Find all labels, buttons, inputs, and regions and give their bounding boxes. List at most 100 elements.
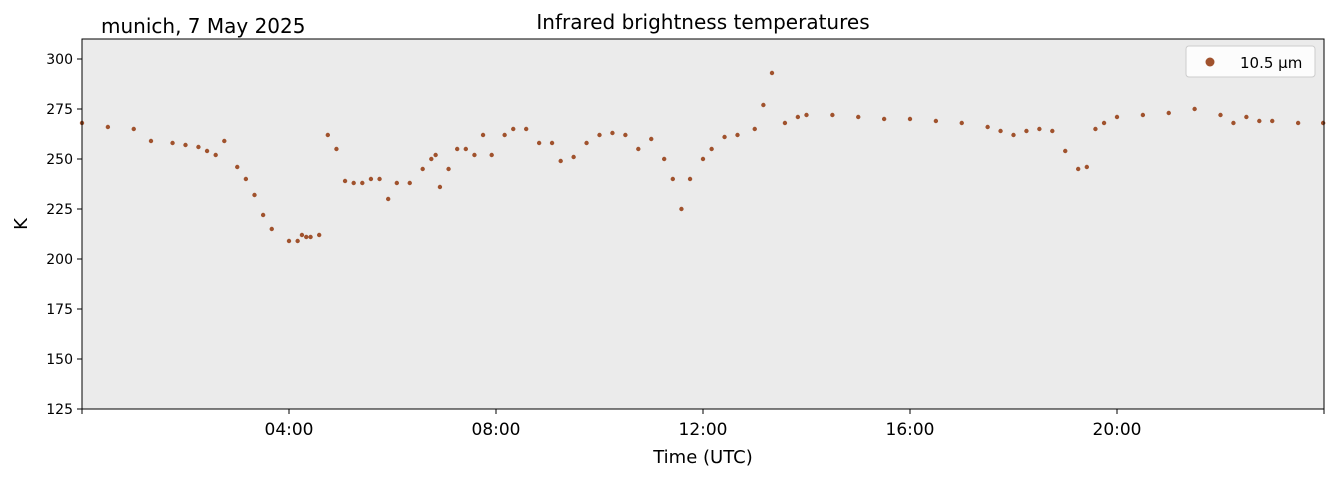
data-point <box>304 234 309 240</box>
data-point <box>463 146 469 152</box>
data-point <box>1093 126 1098 132</box>
data-point <box>752 126 757 132</box>
x-tick-label: 08:00 <box>472 420 521 440</box>
data-point <box>1166 110 1171 116</box>
data-point <box>687 176 693 182</box>
legend-label: 10.5 µm <box>1240 54 1302 72</box>
data-point <box>342 178 348 184</box>
data-point <box>1244 114 1249 120</box>
data-point <box>735 132 740 138</box>
data-point <box>907 116 913 122</box>
data-point <box>1295 120 1301 126</box>
data-point <box>571 154 576 160</box>
y-axis: 125 150 175 200 225 250 275 300 <box>46 52 82 418</box>
y-tick-label: 150 <box>46 352 73 368</box>
data-point <box>360 180 365 186</box>
data-point <box>649 136 654 142</box>
data-point <box>148 138 154 144</box>
data-point <box>377 176 382 182</box>
data-point <box>325 132 331 138</box>
data-point <box>549 140 555 146</box>
data-point <box>213 152 218 158</box>
x-tick-label: 04:00 <box>265 420 314 440</box>
y-tick-label: 200 <box>46 252 73 268</box>
data-point <box>480 132 486 138</box>
data-point <box>856 114 861 120</box>
x-tick-label: 12:00 <box>679 420 728 440</box>
data-point <box>1218 112 1223 118</box>
data-point <box>502 132 507 138</box>
data-point <box>610 130 615 136</box>
data-point <box>170 140 175 146</box>
data-point <box>295 238 300 244</box>
x-tick-label: 20:00 <box>1093 420 1142 440</box>
y-axis-label: K <box>11 217 32 230</box>
data-point <box>670 176 676 182</box>
data-point <box>584 140 589 146</box>
data-point <box>769 70 775 76</box>
data-point <box>700 156 706 162</box>
legend[interactable]: 10.5 µm <box>1185 45 1316 78</box>
data-point <box>536 140 542 146</box>
data-point <box>269 226 274 232</box>
data-point <box>523 126 529 132</box>
data-point <box>679 206 684 212</box>
data-point <box>761 102 766 108</box>
y-tick-label: 125 <box>46 402 73 418</box>
data-point <box>316 232 322 238</box>
legend-marker <box>1205 57 1215 67</box>
data-point <box>204 148 210 154</box>
data-point <box>420 166 425 172</box>
data-point <box>795 114 801 120</box>
data-point <box>286 238 292 244</box>
location-date-label: munich, 7 May 2025 <box>101 14 305 38</box>
data-point <box>351 180 356 186</box>
data-point <box>1231 120 1236 126</box>
y-tick-label: 275 <box>46 102 73 118</box>
data-point <box>985 124 990 130</box>
y-tick-label: 300 <box>46 52 73 68</box>
data-point <box>131 126 136 132</box>
data-point <box>308 234 313 240</box>
legend-box <box>1185 45 1316 78</box>
data-point <box>433 152 438 158</box>
data-point <box>1011 132 1016 138</box>
data-point <box>597 132 602 138</box>
data-point <box>235 164 240 170</box>
data-point <box>1101 120 1107 126</box>
data-point <box>196 144 201 150</box>
x-axis: 04:00 08:00 12:00 16:00 20:00 <box>81 409 1325 440</box>
data-point <box>1084 164 1090 170</box>
data-point <box>243 176 249 182</box>
data-point <box>830 112 835 118</box>
data-point <box>183 142 188 148</box>
data-point <box>661 156 667 162</box>
data-point <box>252 192 257 198</box>
data-point <box>636 146 641 152</box>
data-point <box>1114 114 1120 120</box>
data-point <box>407 180 412 186</box>
y-tick-label: 225 <box>46 202 73 218</box>
data-points-group <box>79 70 1326 244</box>
data-point <box>437 184 443 190</box>
data-point <box>1320 120 1326 126</box>
y-tick-label: 250 <box>46 152 73 168</box>
x-axis-label: Time (UTC) <box>652 447 753 468</box>
data-point <box>334 146 339 152</box>
data-point <box>623 132 628 138</box>
data-point <box>1192 106 1197 112</box>
data-point <box>998 128 1003 134</box>
data-point <box>472 152 477 158</box>
data-point <box>446 166 451 172</box>
chart-title: Infrared brightness temperatures <box>536 10 869 34</box>
plot-area <box>82 39 1324 409</box>
data-point <box>429 156 434 162</box>
data-point <box>299 232 305 238</box>
data-point <box>881 116 887 122</box>
data-point <box>1075 166 1081 172</box>
data-point <box>1050 128 1055 134</box>
data-point <box>394 180 400 186</box>
data-point <box>454 146 460 152</box>
